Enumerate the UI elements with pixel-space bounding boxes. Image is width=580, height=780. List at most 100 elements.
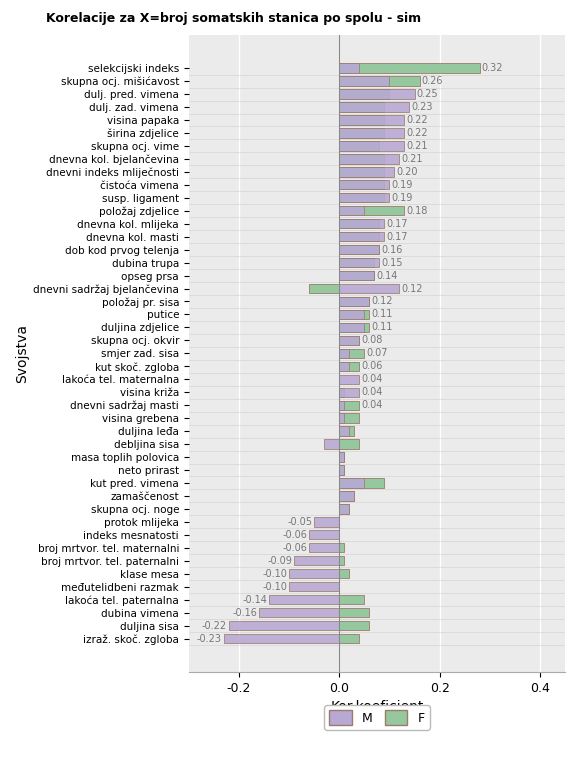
Text: 0.22: 0.22: [407, 128, 428, 138]
Bar: [339, 141, 404, 151]
Bar: [339, 466, 345, 475]
Bar: [309, 543, 339, 552]
Bar: [339, 297, 369, 307]
Text: 0.19: 0.19: [392, 180, 413, 190]
Bar: [339, 167, 394, 176]
Text: 0.04: 0.04: [361, 387, 383, 397]
Text: -0.06: -0.06: [282, 543, 307, 553]
Bar: [339, 271, 374, 280]
Bar: [339, 466, 345, 475]
Bar: [339, 284, 400, 293]
Text: 0.12: 0.12: [371, 296, 393, 307]
Bar: [339, 504, 349, 513]
Text: Korelacije za X=broj somatskih stanica po spolu - sim: Korelacije za X=broj somatskih stanica p…: [46, 12, 422, 25]
Bar: [339, 141, 379, 151]
Bar: [339, 374, 360, 384]
Bar: [339, 608, 369, 617]
Bar: [339, 413, 345, 423]
Bar: [314, 517, 339, 526]
Text: -0.09: -0.09: [267, 556, 292, 566]
Text: 0.22: 0.22: [407, 115, 428, 125]
Bar: [339, 621, 369, 630]
Bar: [339, 219, 379, 229]
Bar: [339, 413, 360, 423]
Bar: [339, 478, 385, 488]
Text: 0.18: 0.18: [407, 206, 428, 216]
Bar: [339, 362, 360, 371]
Bar: [339, 452, 345, 462]
Bar: [309, 284, 339, 293]
Bar: [339, 245, 379, 254]
Bar: [339, 206, 404, 215]
Text: 0.17: 0.17: [386, 218, 408, 229]
Bar: [339, 193, 389, 203]
Bar: [339, 478, 364, 488]
Text: 0.08: 0.08: [361, 335, 383, 346]
Text: -0.05: -0.05: [287, 517, 312, 526]
Bar: [289, 582, 339, 591]
Bar: [339, 219, 385, 229]
Bar: [339, 491, 354, 501]
Text: 0.12: 0.12: [401, 283, 423, 293]
Bar: [339, 491, 354, 501]
Bar: [339, 310, 369, 319]
Text: -0.16: -0.16: [232, 608, 257, 618]
Bar: [339, 206, 364, 215]
Text: 0.25: 0.25: [416, 89, 438, 99]
Bar: [259, 608, 339, 617]
Bar: [339, 102, 409, 112]
Text: 0.04: 0.04: [361, 374, 383, 385]
Text: -0.10: -0.10: [262, 582, 287, 592]
X-axis label: Kor.koeficient: Kor.koeficient: [330, 700, 423, 714]
Bar: [339, 323, 369, 332]
Bar: [339, 427, 349, 436]
Bar: [339, 439, 360, 448]
Bar: [339, 115, 404, 125]
Legend: M, F: M, F: [324, 705, 430, 730]
Bar: [339, 543, 345, 552]
Bar: [339, 271, 374, 280]
Bar: [339, 388, 360, 397]
Bar: [224, 634, 339, 644]
Bar: [309, 530, 339, 540]
Bar: [339, 362, 349, 371]
Text: 0.23: 0.23: [411, 102, 433, 112]
Text: 0.11: 0.11: [371, 310, 393, 320]
Text: -0.23: -0.23: [197, 633, 222, 643]
Bar: [339, 556, 345, 566]
Text: 0.21: 0.21: [401, 154, 423, 164]
Bar: [339, 297, 369, 307]
Text: 0.20: 0.20: [397, 167, 418, 177]
Bar: [339, 167, 385, 176]
Bar: [339, 310, 364, 319]
Bar: [339, 115, 385, 125]
Text: 0.14: 0.14: [376, 271, 398, 281]
Text: 0.04: 0.04: [361, 400, 383, 410]
Bar: [339, 154, 385, 164]
Bar: [339, 349, 349, 358]
Text: -0.06: -0.06: [282, 530, 307, 540]
Text: -0.22: -0.22: [202, 621, 227, 630]
Bar: [339, 452, 345, 462]
Y-axis label: Svojstva: Svojstva: [15, 324, 29, 383]
Bar: [339, 76, 389, 86]
Bar: [339, 245, 379, 254]
Text: -0.14: -0.14: [242, 594, 267, 604]
Bar: [269, 595, 339, 604]
Text: 0.19: 0.19: [392, 193, 413, 203]
Bar: [339, 335, 360, 345]
Bar: [339, 323, 364, 332]
Bar: [339, 258, 379, 268]
Text: 0.16: 0.16: [382, 245, 403, 254]
Bar: [339, 90, 415, 99]
Text: 0.26: 0.26: [422, 76, 443, 86]
Text: 0.17: 0.17: [386, 232, 408, 242]
Bar: [339, 90, 389, 99]
Bar: [339, 128, 404, 137]
Bar: [339, 634, 360, 644]
Text: 0.21: 0.21: [407, 141, 428, 151]
Text: 0.11: 0.11: [371, 322, 393, 332]
Bar: [339, 232, 385, 241]
Bar: [339, 569, 349, 579]
Bar: [339, 193, 385, 203]
